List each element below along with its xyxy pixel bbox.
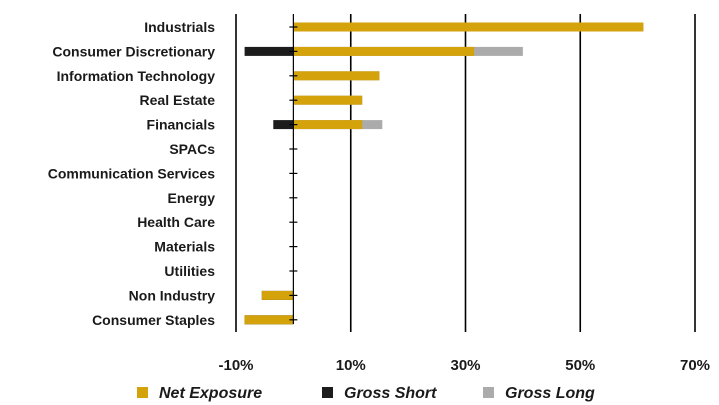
legend-swatch-gross-long	[483, 387, 494, 398]
x-tick-label: -10%	[218, 357, 253, 374]
legend-label-net-exposure: Net Exposure	[159, 385, 262, 402]
category-label-non-industry: Non Industry	[129, 287, 216, 303]
bars	[244, 22, 644, 325]
category-label-spacs: SPACs	[169, 141, 215, 157]
category-label-utilities: Utilities	[164, 263, 215, 279]
x-tick-label: 10%	[336, 357, 366, 374]
bar-net-exposure-financials	[293, 120, 363, 130]
bar-net-exposure-consumer-discretionary	[293, 46, 475, 56]
category-label-financials: Financials	[147, 117, 216, 133]
category-label-materials: Materials	[154, 239, 215, 255]
category-label-consumer-staples: Consumer Staples	[92, 312, 215, 328]
x-tick-label: 70%	[680, 357, 710, 374]
x-tick-labels: -10% 10% 30% 50% 70%	[218, 357, 710, 374]
legend-swatch-net-exposure	[137, 387, 148, 398]
category-label-communication-services: Communication Services	[48, 165, 215, 181]
legend: Net Exposure Gross Short Gross Long	[137, 385, 595, 402]
bar-net-exposure-consumer-staples	[244, 315, 294, 325]
category-label-consumer-discretionary: Consumer Discretionary	[52, 43, 215, 59]
bar-net-exposure-industrials	[293, 22, 644, 32]
bar-net-exposure-real-estate	[293, 95, 363, 105]
category-label-energy: Energy	[168, 190, 216, 206]
gridlines	[235, 14, 696, 332]
category-label-information-technology: Information Technology	[57, 68, 216, 84]
category-axis	[289, 14, 298, 324]
category-label-health-care: Health Care	[137, 214, 215, 230]
category-labels: Industrials Consumer Discretionary Informa…	[48, 19, 215, 328]
category-label-industrials: Industrials	[144, 19, 215, 35]
bar-net-exposure-non-industry	[261, 290, 294, 300]
bar-gross-short-financials	[273, 120, 294, 130]
x-tick-label: 30%	[450, 357, 480, 374]
legend-label-gross-short: Gross Short	[344, 385, 437, 402]
legend-swatch-gross-short	[322, 387, 333, 398]
category-label-real-estate: Real Estate	[140, 92, 216, 108]
bar-net-exposure-information-technology	[293, 71, 380, 81]
legend-label-gross-long: Gross Long	[505, 385, 595, 402]
x-tick-label: 50%	[565, 357, 595, 374]
bar-gross-short-consumer-discretionary	[244, 46, 294, 56]
